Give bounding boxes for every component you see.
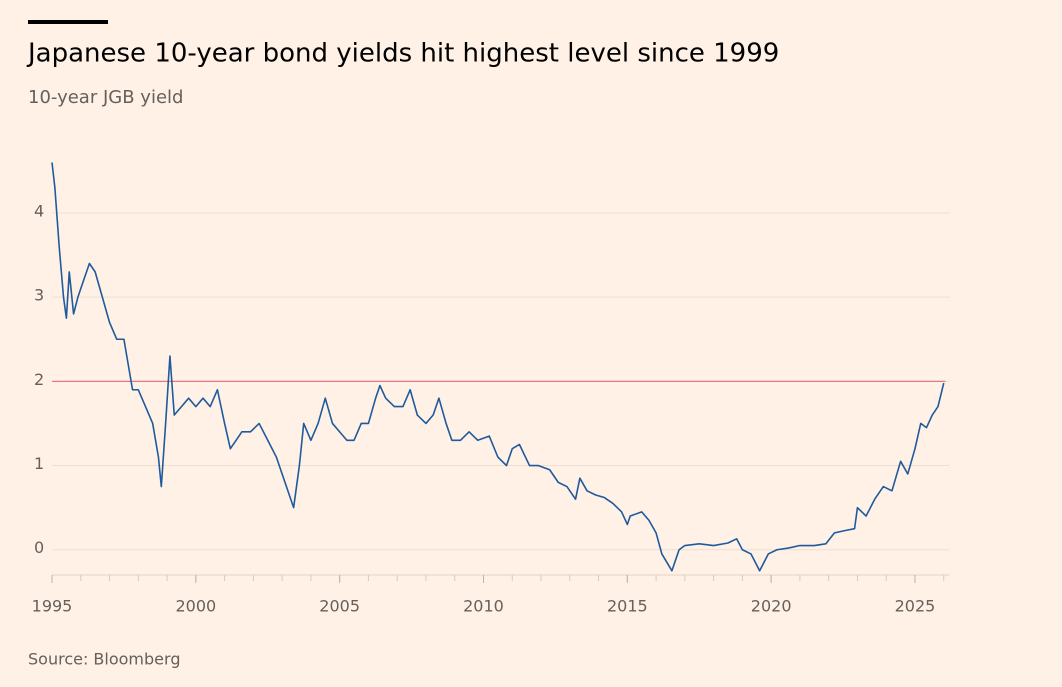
yield-line bbox=[51, 162, 945, 572]
x-tick-label: 2025 bbox=[895, 597, 936, 616]
x-tick-label: 2010 bbox=[463, 597, 504, 616]
title-bar bbox=[28, 20, 108, 24]
source: Source: Bloomberg bbox=[28, 650, 180, 669]
x-tick-label: 1995 bbox=[32, 597, 73, 616]
x-tick-label: 2015 bbox=[607, 597, 648, 616]
y-tick-label: 0 bbox=[34, 538, 44, 557]
y-tick-label: 1 bbox=[34, 454, 44, 473]
x-tick-label: 2020 bbox=[751, 597, 792, 616]
chart-title: Japanese 10-year bond yields hit highest… bbox=[26, 39, 779, 69]
y-tick-label: 2 bbox=[34, 370, 44, 389]
y-tick-label: 4 bbox=[34, 201, 44, 220]
chart-subtitle: 10-year JGB yield bbox=[28, 87, 183, 108]
x-tick-label: 2005 bbox=[319, 597, 360, 616]
x-tick-label: 2000 bbox=[175, 597, 216, 616]
y-tick-label: 3 bbox=[34, 286, 44, 305]
